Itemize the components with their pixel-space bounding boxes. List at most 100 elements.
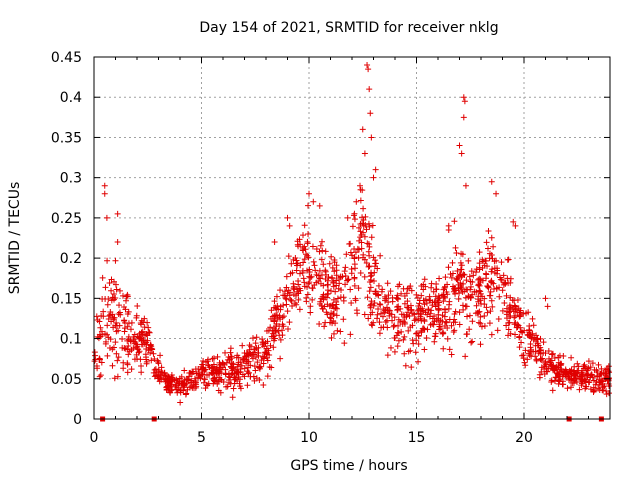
data-point — [423, 335, 430, 342]
data-point — [283, 296, 290, 303]
data-point — [188, 370, 195, 377]
data-point — [357, 220, 364, 227]
data-point — [333, 262, 340, 269]
data-point — [560, 381, 567, 388]
data-point — [598, 365, 605, 372]
data-point — [303, 267, 310, 274]
data-point — [579, 367, 586, 374]
data-point — [408, 364, 415, 371]
data-point — [450, 329, 457, 336]
data-point — [317, 298, 324, 305]
data-point — [361, 311, 368, 318]
data-point — [460, 306, 467, 313]
data-point — [176, 380, 183, 387]
data-point — [458, 250, 465, 257]
data-point — [475, 276, 482, 283]
data-point — [371, 299, 378, 306]
data-point — [494, 327, 501, 334]
data-point — [249, 355, 256, 362]
data-point — [378, 310, 385, 317]
data-point — [367, 284, 374, 291]
data-point — [121, 303, 128, 310]
data-point — [282, 295, 289, 302]
data-point — [462, 182, 469, 189]
data-point — [393, 332, 400, 339]
data-point — [409, 337, 416, 344]
data-point — [181, 367, 188, 374]
data-point — [481, 313, 488, 320]
data-point — [157, 352, 164, 359]
data-point — [150, 350, 157, 357]
data-point — [357, 228, 364, 235]
data-point — [290, 256, 297, 263]
data-point — [124, 369, 131, 376]
data-point — [547, 358, 554, 365]
data-point — [253, 334, 260, 341]
data-point — [98, 359, 105, 366]
data-point — [307, 309, 314, 316]
data-point — [133, 344, 140, 351]
data-point — [540, 339, 547, 346]
data-point — [484, 309, 491, 316]
data-point — [151, 355, 158, 362]
data-point — [436, 326, 443, 333]
data-point — [385, 307, 392, 314]
data-point — [301, 243, 308, 250]
y-tick-label: 0.45 — [51, 50, 82, 66]
data-point — [596, 381, 603, 388]
data-point — [177, 387, 184, 394]
data-point — [391, 348, 398, 355]
data-point — [104, 257, 111, 264]
data-point — [125, 308, 132, 315]
data-point — [316, 202, 323, 209]
data-point — [400, 336, 407, 343]
data-point — [429, 321, 436, 328]
data-point — [585, 379, 592, 386]
data-point — [545, 347, 552, 354]
data-point — [467, 294, 474, 301]
data-point — [488, 252, 495, 259]
data-point — [341, 340, 348, 347]
data-point — [309, 285, 316, 292]
data-point — [470, 272, 477, 279]
data-point — [469, 338, 476, 345]
data-point — [340, 297, 347, 304]
data-point — [355, 224, 362, 231]
data-point — [265, 347, 272, 354]
data-point — [332, 288, 339, 295]
data-point — [328, 253, 335, 260]
data-point — [337, 328, 344, 335]
data-point — [377, 252, 384, 259]
data-point — [313, 245, 320, 252]
data-point — [285, 287, 292, 294]
data-point — [518, 339, 525, 346]
data-point — [366, 279, 373, 286]
data-point — [365, 240, 372, 247]
data-point — [458, 150, 465, 157]
data-point — [361, 256, 368, 263]
data-point — [451, 310, 458, 317]
data-point — [211, 378, 218, 385]
data-point — [133, 351, 140, 358]
data-point — [232, 376, 239, 383]
data-point — [121, 344, 128, 351]
data-point — [551, 378, 558, 385]
data-point — [316, 321, 323, 328]
data-point — [217, 389, 224, 396]
data-point — [364, 294, 371, 301]
data-point — [92, 352, 99, 359]
data-point — [583, 383, 590, 390]
data-point — [252, 346, 259, 353]
data-point — [372, 166, 379, 173]
data-point — [99, 274, 106, 281]
chart-title: Day 154 of 2021, SRMTID for receiver nkl… — [199, 20, 498, 36]
data-point — [97, 372, 104, 379]
data-point — [461, 98, 468, 105]
data-point — [256, 364, 263, 371]
data-point — [565, 376, 572, 383]
data-point — [548, 362, 555, 369]
data-point — [432, 330, 439, 337]
data-point — [156, 378, 163, 385]
data-point — [411, 317, 418, 324]
data-point — [483, 239, 490, 246]
